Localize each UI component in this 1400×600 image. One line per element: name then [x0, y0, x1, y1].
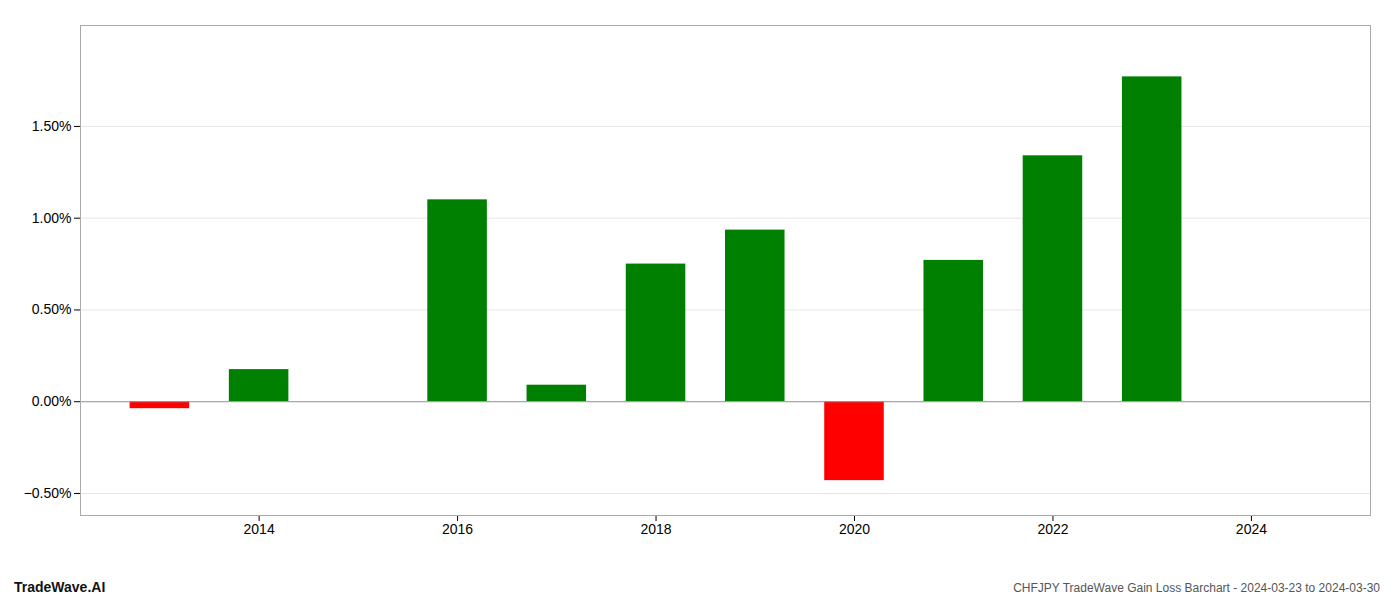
html-text:TradeWave.AI: TradeWave.AI: [14, 579, 106, 595]
svg-text:2014: 2014: [244, 521, 275, 537]
svg-text:2018: 2018: [640, 521, 671, 537]
html-text:CHFJPY TradeWave Gain Loss Bar: CHFJPY TradeWave Gain Loss Barchart - 20…: [1013, 581, 1380, 595]
svg-text:2020: 2020: [839, 521, 870, 537]
svg-text:0.00%: 0.00%: [32, 393, 72, 409]
svg-text:1.00%: 1.00%: [32, 210, 72, 226]
svg-text:2016: 2016: [442, 521, 473, 537]
svg-text:2024: 2024: [1236, 521, 1267, 537]
svg-text:2022: 2022: [1037, 521, 1068, 537]
svg-text:1.50%: 1.50%: [32, 118, 72, 134]
svg-text:0.50%: 0.50%: [32, 301, 72, 317]
svg-text:−0.50%: −0.50%: [24, 485, 72, 501]
